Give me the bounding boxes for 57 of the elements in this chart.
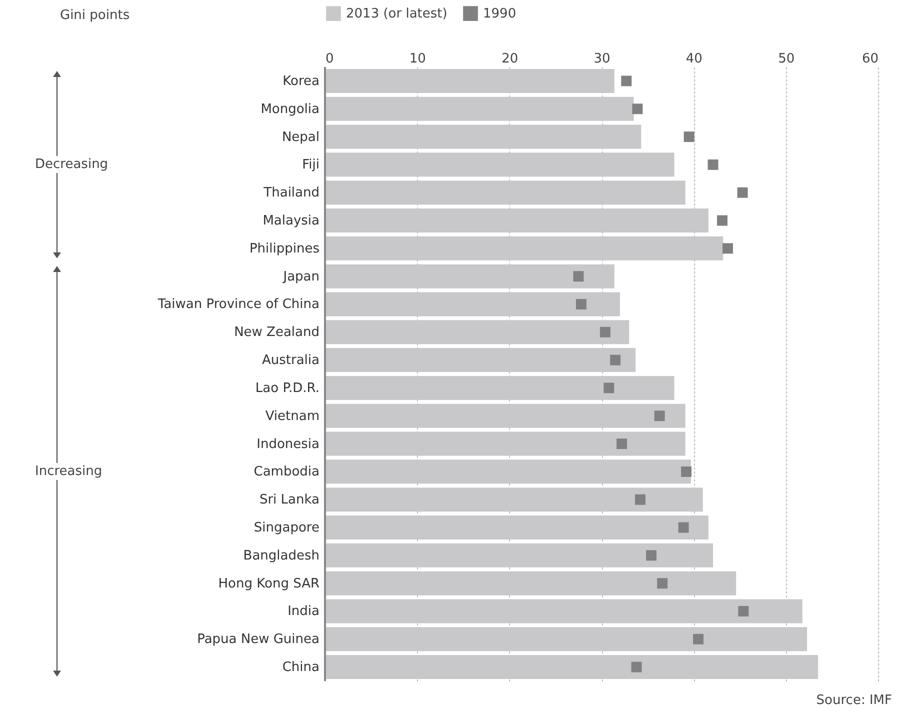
legend-label: 1990 [483,6,516,22]
text: Increasing [33,462,104,480]
y-tick-label: Mongolia [260,102,320,117]
point [576,298,586,310]
y-tick-label: Cambodia [254,464,320,480]
y-tick-label: Singapore [254,520,320,536]
text: Gini points [60,8,130,23]
x-tick-label: 50 [778,52,795,66]
y-tick-label: Sri Lanka [259,492,320,508]
point [708,159,718,170]
legend-label: 2013 (or latest) [346,6,448,22]
y-tick-label: China [282,660,320,676]
point [738,606,749,616]
y-tick-label: New Zealand [234,325,320,340]
y-tick-label: India [288,604,320,620]
y-tick-label: Hong Kong SAR [218,576,320,592]
x-tick-label: 40 [686,52,702,66]
point [737,187,748,198]
y-tick-label: Indonesia [256,436,320,452]
point [621,76,632,86]
x-tick-label: 60 [862,52,878,66]
point [604,382,614,394]
point [693,634,704,644]
point [646,550,657,561]
point [631,662,642,672]
point [716,215,728,226]
x-tick-label: 30 [594,52,610,66]
point [600,326,610,338]
y-tick-label: Nepal [282,130,320,145]
point [684,132,694,142]
point [657,578,668,589]
point [610,354,621,366]
y-tick-label: Taiwan Province of China [156,297,320,312]
point [681,466,692,477]
text: Decreasing [33,156,110,173]
x-tick-label: 20 [502,52,518,66]
y-tick-label: Papua New Guinea [197,632,320,648]
point [573,271,584,282]
y-tick-label: Korea [282,74,320,89]
y-tick-label: Japan [282,269,320,284]
point [722,243,734,254]
y-tick-label: Vietnam [265,408,320,424]
y-tick-label: Australia [262,353,320,368]
y-tick-label: Malaysia [262,214,320,228]
y-tick-label: Fiji [302,158,320,173]
x-tick-label: 0 [326,52,334,66]
y-tick-label: Lao P.D.R. [255,380,320,396]
y-tick-label: Philippines [249,241,320,256]
point [654,410,665,422]
source-note: Source: IMF [816,693,892,708]
x-tick-label: 10 [409,52,426,66]
y-tick-label: Thailand [262,186,320,201]
point [616,438,628,450]
y-tick-label: Bangladesh [243,548,320,564]
point [634,494,646,505]
point [678,522,689,533]
point [632,104,643,114]
